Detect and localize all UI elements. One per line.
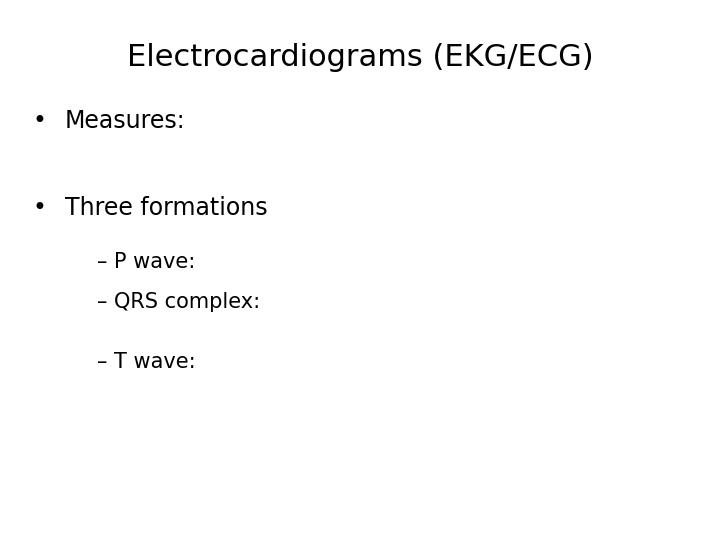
Text: Electrocardiograms (EKG/ECG): Electrocardiograms (EKG/ECG)	[127, 43, 593, 72]
Text: – P wave:: – P wave:	[97, 252, 195, 272]
Text: •: •	[33, 196, 47, 220]
Text: – QRS complex:: – QRS complex:	[97, 292, 261, 313]
Text: •: •	[33, 110, 47, 133]
Text: Measures:: Measures:	[65, 110, 186, 133]
Text: Three formations: Three formations	[65, 196, 267, 220]
Text: – T wave:: – T wave:	[97, 352, 196, 372]
